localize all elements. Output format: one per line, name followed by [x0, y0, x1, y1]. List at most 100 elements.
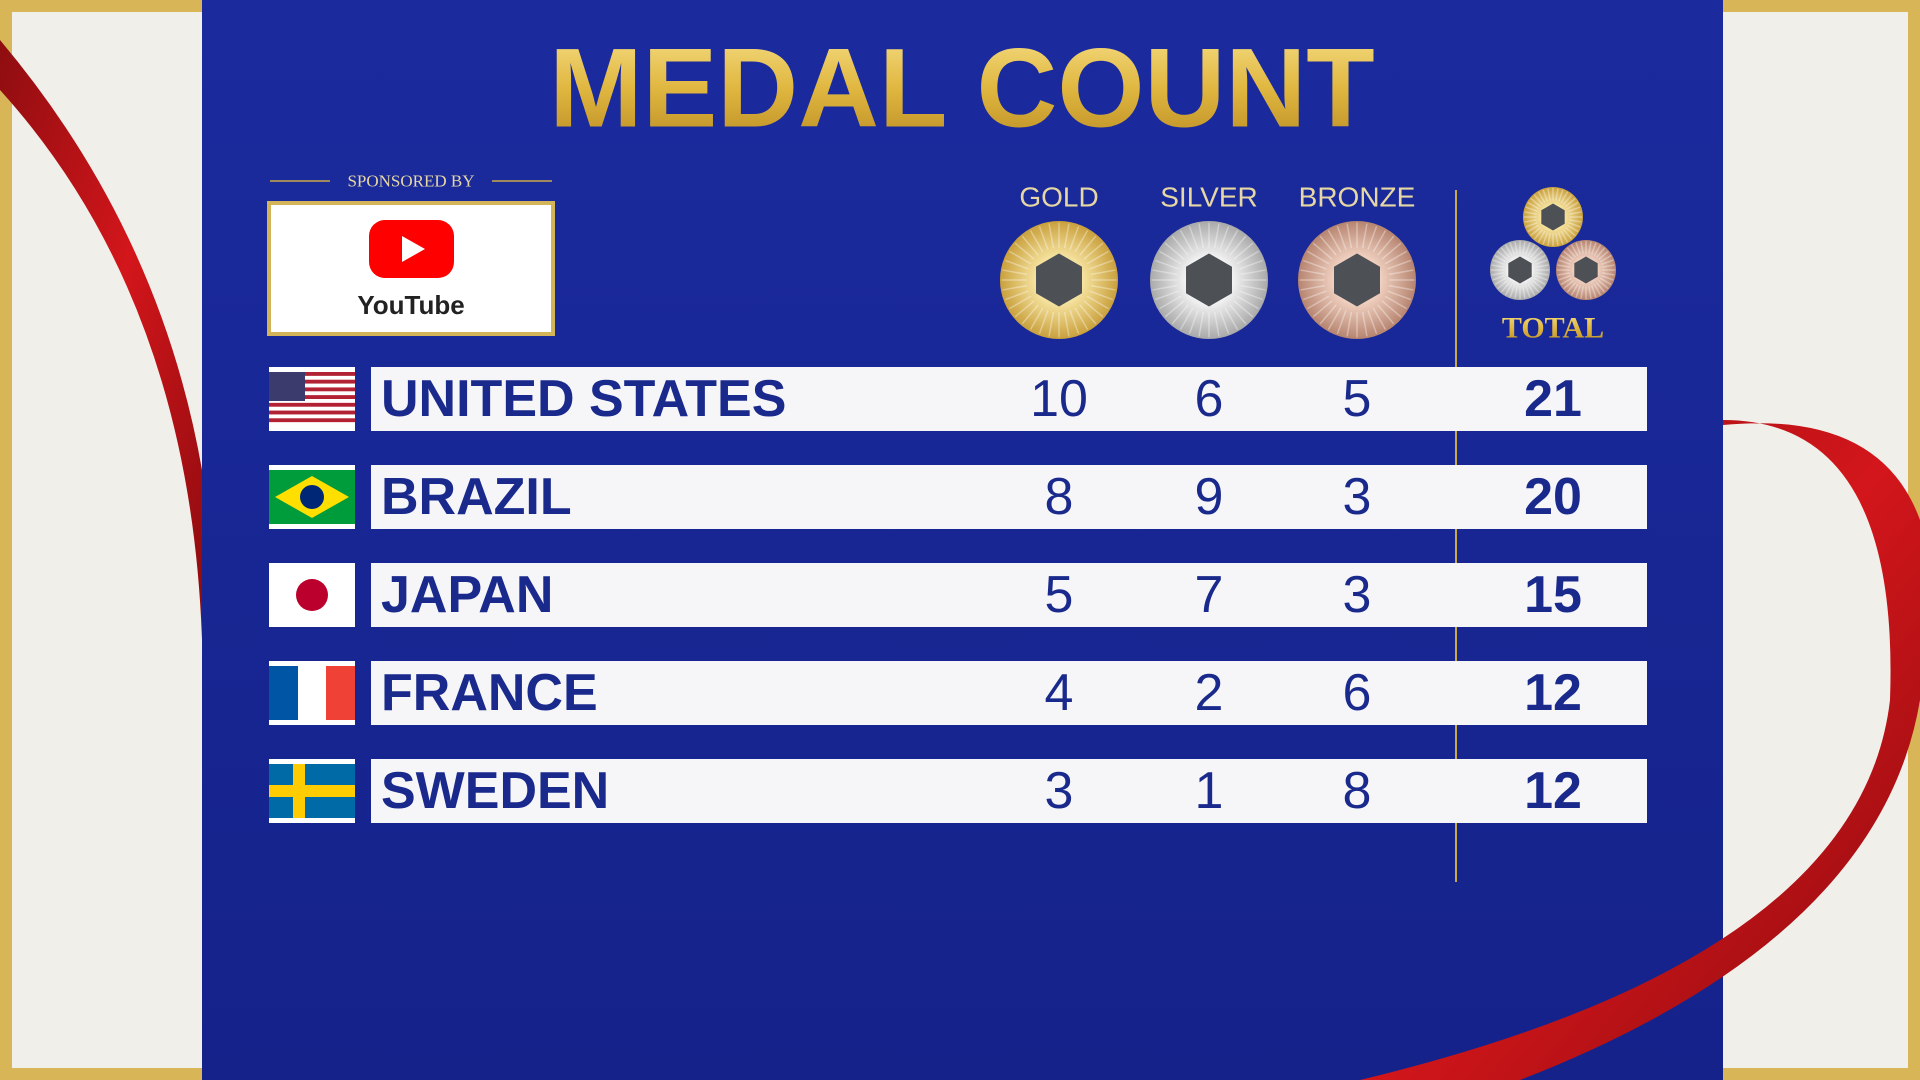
- medal-ray: [1171, 235, 1189, 256]
- medal-count: 3: [1343, 468, 1372, 526]
- medal-ray: [1494, 254, 1507, 263]
- total-count: 21: [1524, 370, 1582, 428]
- flag-stripe: [269, 418, 355, 423]
- medal-ray: [1566, 224, 1579, 233]
- medal-ray: [1509, 242, 1516, 255]
- medal-ray: [1598, 280, 1609, 290]
- medal-ray: [1596, 282, 1606, 293]
- medal-center: [1574, 256, 1598, 284]
- medal-ray: [1514, 241, 1518, 254]
- medal-ray: [1500, 247, 1510, 258]
- medal-ray: [1563, 250, 1574, 260]
- row-bar: [371, 367, 1647, 431]
- medal-ray: [1500, 282, 1510, 293]
- medal-ray: [1537, 230, 1546, 243]
- medal-ray: [1063, 311, 1070, 337]
- medal-ray: [1569, 219, 1582, 223]
- sponsor-name: YouTube: [357, 290, 464, 320]
- medal-ray: [1089, 290, 1114, 301]
- medal-ray: [1239, 259, 1264, 270]
- medal-ray: [1542, 189, 1549, 202]
- medal-ray: [1599, 277, 1612, 286]
- medal-ray: [1536, 272, 1549, 276]
- medal-ray: [1580, 241, 1584, 254]
- medal-ray: [1491, 264, 1504, 268]
- medal-ray: [1593, 244, 1602, 257]
- medal-ray: [1367, 310, 1378, 335]
- medal-ray: [1530, 227, 1541, 237]
- medal-ray: [1602, 264, 1615, 268]
- medal-ray: [1002, 269, 1028, 276]
- medal-ray: [1525, 221, 1538, 228]
- medal-center: [1036, 253, 1082, 307]
- medal-ray: [1038, 310, 1049, 335]
- medal-ray: [1522, 286, 1526, 299]
- medal-count: 6: [1195, 370, 1224, 428]
- medal-ray: [1229, 235, 1247, 256]
- column-header: BRONZE: [1299, 182, 1416, 213]
- medal-ray: [1229, 304, 1247, 325]
- medal-ray: [1188, 225, 1199, 250]
- medal-ray: [1014, 242, 1035, 260]
- row-bar: [371, 759, 1647, 823]
- ribbon-left: [0, 40, 202, 640]
- row-bar: [371, 465, 1647, 529]
- sponsor-label: SPONSORED BY: [347, 172, 474, 191]
- medal-ray: [1336, 225, 1347, 250]
- medal-ray: [1509, 285, 1516, 298]
- medal-ray: [1367, 225, 1378, 250]
- medal-ray: [1536, 264, 1549, 268]
- total-count: 15: [1524, 566, 1582, 624]
- medal-ray: [1542, 232, 1549, 245]
- medal-ray: [1154, 290, 1179, 301]
- medal-ray: [1557, 272, 1570, 276]
- medal-ray: [1083, 242, 1104, 260]
- medal-ray: [1494, 277, 1507, 286]
- medal-ray: [1547, 233, 1551, 246]
- medal-ray: [1069, 225, 1080, 250]
- medal-ray: [1537, 191, 1546, 204]
- medal-ray: [1555, 188, 1559, 201]
- medal-ray: [1014, 300, 1035, 318]
- flag-stripe: [269, 387, 355, 392]
- medal-ray: [1530, 247, 1540, 258]
- medal-ray: [1387, 290, 1412, 301]
- medal-ray: [1527, 201, 1540, 210]
- medal-ray: [1593, 283, 1602, 296]
- column-header: SILVER: [1160, 182, 1258, 213]
- medal-count: 7: [1195, 566, 1224, 624]
- medal-count: 6: [1343, 664, 1372, 722]
- medal-ray: [1159, 250, 1182, 265]
- medal-ray: [1219, 310, 1230, 335]
- country-name: BRAZIL: [381, 468, 572, 526]
- medal-ray: [1004, 259, 1029, 270]
- medal-ray: [1590, 285, 1597, 298]
- medal-ray: [1154, 259, 1179, 270]
- play-icon: [402, 236, 425, 262]
- medal-ray: [1535, 274, 1548, 281]
- medal-ray: [1569, 211, 1582, 215]
- medal-ray: [1533, 229, 1543, 240]
- medal-ray: [1596, 247, 1606, 258]
- medal-ray: [1361, 311, 1368, 337]
- medal-ray: [1524, 242, 1531, 255]
- medal-ray: [1004, 290, 1029, 301]
- medal-ray: [1164, 242, 1185, 260]
- medal-ray: [1090, 269, 1116, 276]
- medal-ray: [1327, 307, 1342, 330]
- medal-ray: [1560, 254, 1573, 263]
- medal-ray: [1601, 259, 1614, 266]
- medal-count: 5: [1343, 370, 1372, 428]
- medal-ray: [1566, 282, 1576, 293]
- medal-ray: [1566, 201, 1579, 210]
- medal-count: 3: [1045, 762, 1074, 820]
- total-label: TOTAL: [1502, 312, 1604, 345]
- medal-ray: [1566, 247, 1576, 258]
- medal-ray: [1497, 250, 1508, 260]
- medal-ray: [1224, 230, 1239, 253]
- flag-canton: [269, 372, 305, 401]
- medal-ray: [1560, 277, 1573, 286]
- country-name: JAPAN: [381, 566, 553, 624]
- medal-ray: [1089, 259, 1114, 270]
- medal-ray: [1570, 283, 1579, 296]
